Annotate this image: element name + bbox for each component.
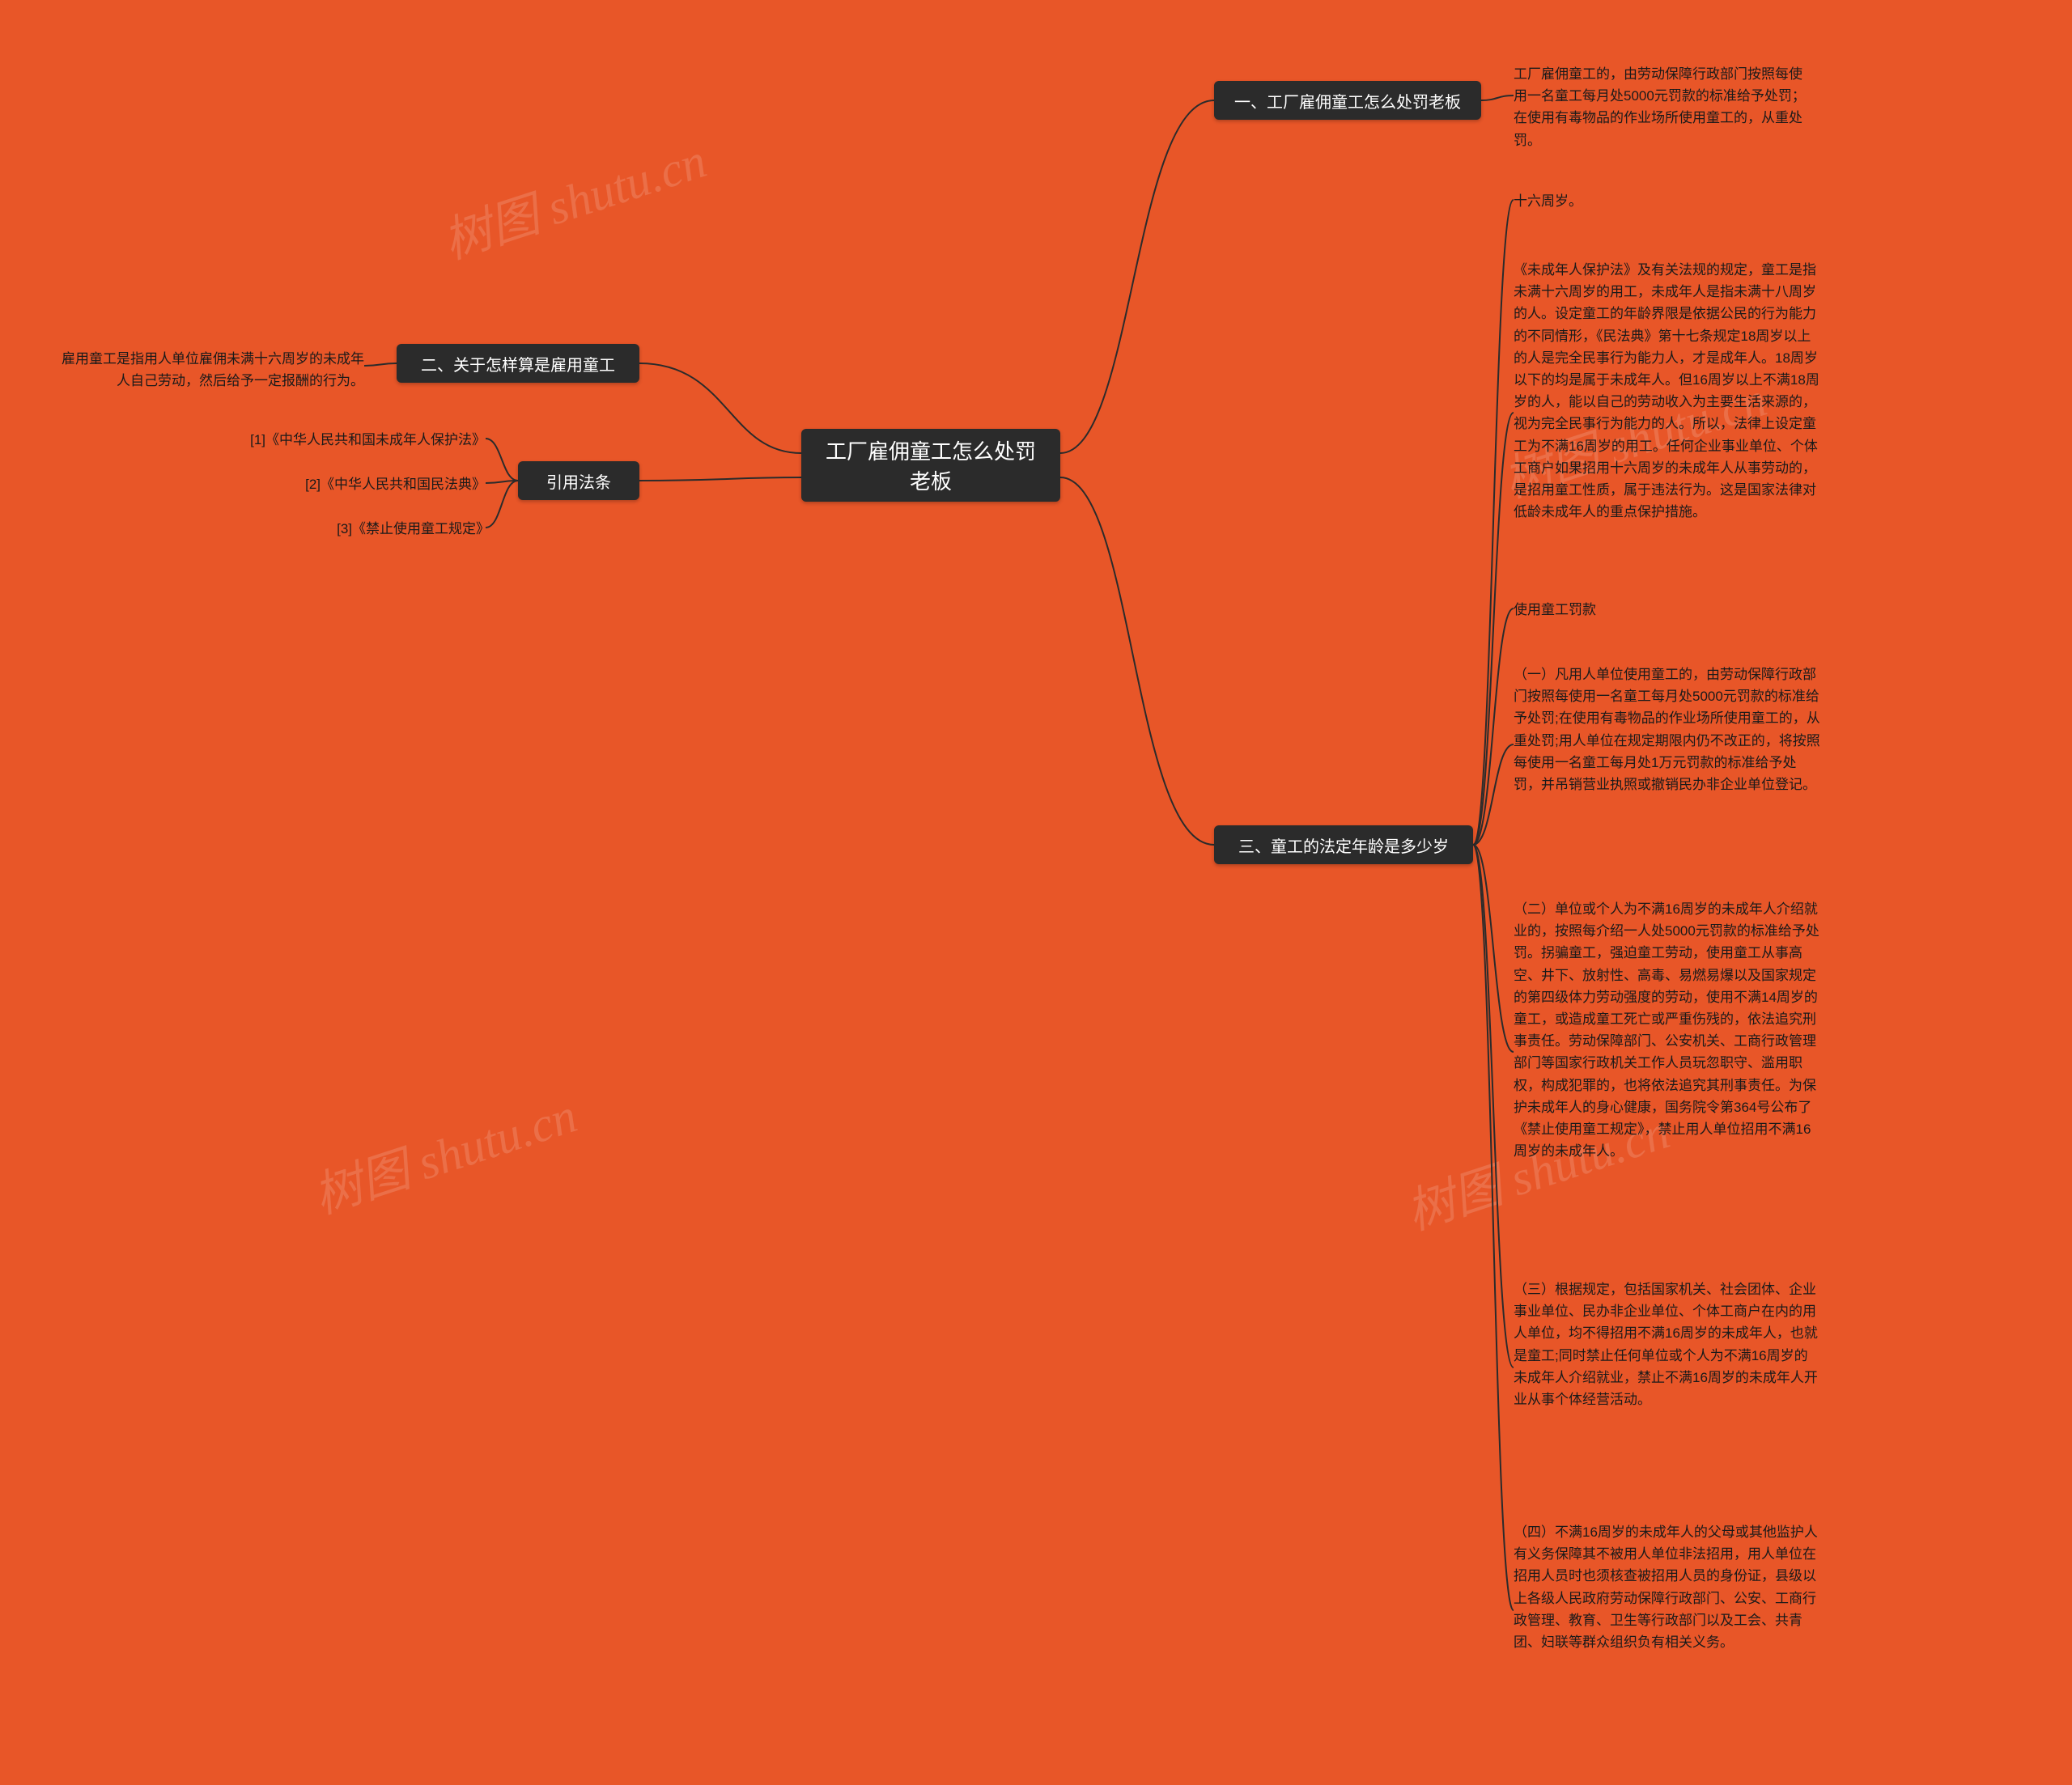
leaf-b3-2: 使用童工罚款 [1514, 599, 1813, 621]
leaf-b4-0: [1]《中华人民共和国未成年人保护法》 [202, 429, 486, 451]
branch-b1-label: 一、工厂雇佣童工怎么处罚老板 [1234, 89, 1461, 112]
root-node[interactable]: 工厂雇佣童工怎么处罚老板 [801, 429, 1060, 502]
branch-b2-label: 二、关于怎样算是雇用童工 [421, 352, 615, 375]
branch-b3[interactable]: 三、童工的法定年龄是多少岁 [1214, 825, 1473, 864]
leaf-b3-3: （一）凡用人单位使用童工的，由劳动保障行政部门按照每使用一名童工每月处5000元… [1514, 664, 1821, 795]
branch-b2[interactable]: 二、关于怎样算是雇用童工 [397, 344, 639, 383]
leaf-b2-0: 雇用童工是指用人单位雇佣未满十六周岁的未成年人自己劳动，然后给予一定报酬的行为。 [49, 348, 364, 392]
leaf-b1-0: 工厂雇佣童工的，由劳动保障行政部门按照每使用一名童工每月处5000元罚款的标准给… [1514, 63, 1813, 151]
watermark: 树图 shutu.cn [433, 121, 714, 273]
leaf-b4-1: [2]《中华人民共和国民法典》 [259, 473, 486, 495]
leaf-b4-2: [3]《禁止使用童工规定》 [287, 518, 490, 540]
branch-b1[interactable]: 一、工厂雇佣童工怎么处罚老板 [1214, 81, 1481, 120]
leaf-b3-4: （二）单位或个人为不满16周岁的未成年人介绍就业的，按照每介绍一人处5000元罚… [1514, 898, 1821, 1162]
leaf-b3-1: 《未成年人保护法》及有关法规的规定，童工是指未满十六周岁的用工，未成年人是指未满… [1514, 259, 1821, 523]
branch-b4[interactable]: 引用法条 [518, 461, 639, 500]
branch-b4-label: 引用法条 [546, 469, 611, 493]
branch-b3-label: 三、童工的法定年龄是多少岁 [1238, 833, 1449, 857]
leaf-b3-0: 十六周岁。 [1514, 190, 1813, 212]
root-label: 工厂雇佣童工怎么处罚老板 [816, 435, 1046, 495]
watermark: 树图 shutu.cn [304, 1076, 584, 1227]
leaf-b3-5: （三）根据规定，包括国家机关、社会团体、企业事业单位、民办非企业单位、个体工商户… [1514, 1278, 1821, 1410]
leaf-b3-6: （四）不满16周岁的未成年人的父母或其他监护人有义务保障其不被用人单位非法招用，… [1514, 1521, 1821, 1653]
